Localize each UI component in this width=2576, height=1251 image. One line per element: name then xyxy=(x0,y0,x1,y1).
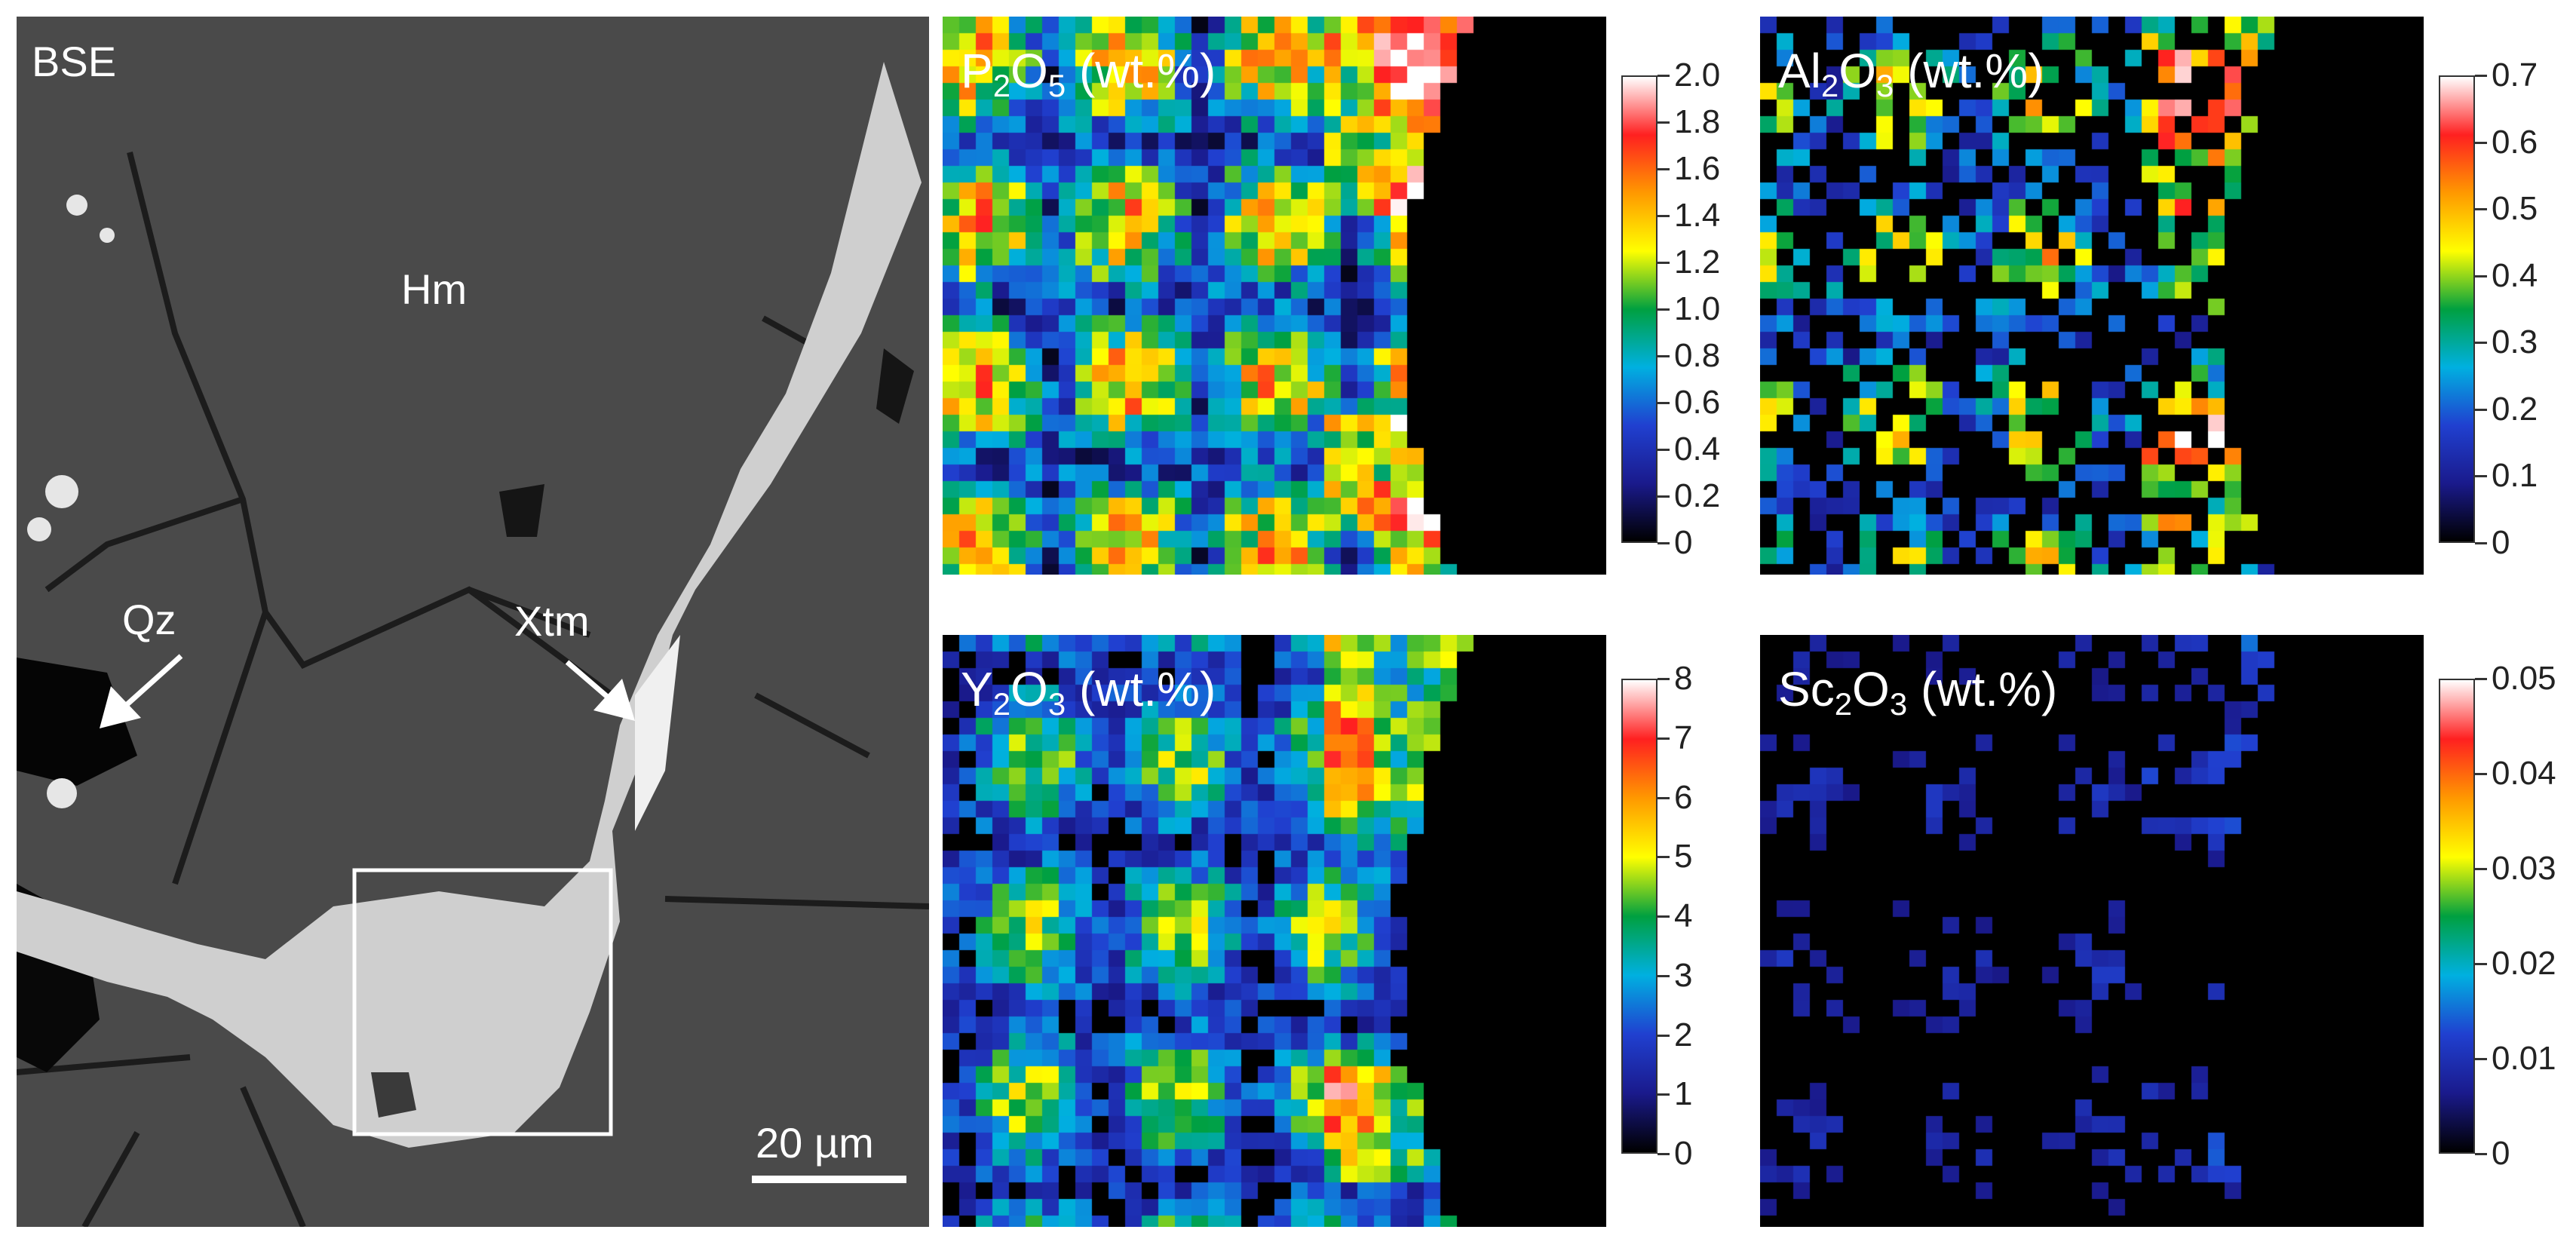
quartz-label: Qz xyxy=(122,596,176,643)
p2o5-colorbar-tick-mark xyxy=(1658,262,1670,264)
p2o5-colorbar: 2.0 1.8 1.6 1.4 1.2 1.0 0.8 0.6 0.4 0.2 0 xyxy=(1621,60,1734,588)
p2o5-colorbar-tick-mark xyxy=(1658,215,1670,217)
y2o3-colorbar-tick-mark xyxy=(1658,796,1670,799)
y2o3-colorbar: 8 7 6 5 4 3 2 1 0 xyxy=(1621,664,1734,1207)
al2o3-colorbar-tick-label: 0.1 xyxy=(2492,457,2538,495)
sc2o3-title: Sc2O3 (wt.%) xyxy=(1778,662,2058,722)
p2o5-colorbar-tick-label: 2.0 xyxy=(1674,60,1721,94)
p2o5-colorbar-tick-label: 0.4 xyxy=(1674,431,1721,468)
sc2o3-colorbar-tick-mark xyxy=(2475,1153,2487,1155)
xenotime-label: Xtm xyxy=(514,597,590,645)
al2o3-heatmap xyxy=(1760,17,2424,575)
y2o3-colorbar-tick-label: 0 xyxy=(1674,1135,1693,1172)
p2o5-colorbar-tick-mark xyxy=(1658,449,1670,451)
p2o5-colorbar-tick-mark xyxy=(1658,168,1670,170)
al2o3-colorbar-tick-mark xyxy=(2475,75,2487,77)
y2o3-title: Y2O3 (wt.%) xyxy=(961,662,1216,722)
p2o5-colorbar-tick-label: 1.8 xyxy=(1674,103,1721,140)
al2o3-colorbar: 0.7 0.6 0.5 0.4 0.3 0.2 0.1 0 xyxy=(2439,60,2567,588)
al2o3-colorbar-tick-mark xyxy=(2475,408,2487,411)
p2o5-colorbar-tick-mark xyxy=(1658,542,1670,544)
p2o5-colorbar-tick-mark xyxy=(1658,75,1670,77)
p2o5-colorbar-tick-label: 1.4 xyxy=(1674,197,1721,234)
al2o3-colorbar-tick-label: 0.4 xyxy=(2492,256,2538,294)
al2o3-colorbar-tick-label: 0 xyxy=(2492,524,2510,561)
al2o3-colorbar-gradient xyxy=(2439,75,2475,543)
sc2o3-colorbar-gradient xyxy=(2439,679,2475,1154)
al2o3-colorbar-tick-label: 0.6 xyxy=(2492,123,2538,161)
sc2o3-colorbar-tick-mark xyxy=(2475,868,2487,870)
al2o3-colorbar-tick-mark xyxy=(2475,342,2487,345)
sc2o3-colorbar-tick-mark xyxy=(2475,963,2487,965)
y2o3-colorbar-tick-mark xyxy=(1658,678,1670,680)
y2o3-colorbar-tick-label: 6 xyxy=(1674,778,1693,816)
p2o5-colorbar-tick-label: 0.8 xyxy=(1674,337,1721,374)
sc2o3-colorbar-tick-label: 0.02 xyxy=(2492,945,2556,982)
sc2o3-colorbar-tick-mark xyxy=(2475,1058,2487,1060)
al2o3-colorbar-tick-mark xyxy=(2475,475,2487,478)
y2o3-heatmap xyxy=(943,635,1606,1227)
y2o3-colorbar-tick-label: 4 xyxy=(1674,897,1693,934)
sc2o3-colorbar-tick-label: 0 xyxy=(2492,1135,2510,1172)
p2o5-colorbar-tick-label: 0.2 xyxy=(1674,477,1721,514)
sc2o3-colorbar: 0.05 0.04 0.03 0.02 0.01 0 xyxy=(2439,664,2574,1207)
p2o5-map: P2O5 (wt.%) xyxy=(943,17,1606,575)
y2o3-colorbar-tick-mark xyxy=(1658,974,1670,977)
p2o5-title: P2O5 (wt.%) xyxy=(961,44,1216,103)
p2o5-colorbar-tick-label: 0.6 xyxy=(1674,384,1721,421)
sc2o3-colorbar-tick-label: 0.03 xyxy=(2492,850,2556,887)
bse-label: BSE xyxy=(32,38,117,85)
y2o3-colorbar-gradient xyxy=(1621,679,1658,1154)
y2o3-colorbar-tick-label: 3 xyxy=(1674,956,1693,994)
y2o3-map: Y2O3 (wt.%) xyxy=(943,635,1606,1227)
p2o5-colorbar-tick-mark xyxy=(1658,308,1670,311)
p2o5-colorbar-tick-label: 0 xyxy=(1674,524,1693,561)
sc2o3-colorbar-tick-label: 0.01 xyxy=(2492,1040,2556,1077)
al2o3-colorbar-tick-mark xyxy=(2475,274,2487,277)
scale-bar-label: 20 µm xyxy=(756,1119,874,1167)
y2o3-colorbar-tick-label: 2 xyxy=(1674,1016,1693,1053)
p2o5-colorbar-tick-mark xyxy=(1658,121,1670,124)
y2o3-colorbar-tick-label: 5 xyxy=(1674,838,1693,875)
al2o3-colorbar-tick-label: 0.3 xyxy=(2492,323,2538,361)
p2o5-colorbar-tick-label: 1.6 xyxy=(1674,150,1721,187)
al2o3-colorbar-tick-label: 0.2 xyxy=(2492,390,2538,428)
al2o3-colorbar-tick-mark xyxy=(2475,141,2487,144)
p2o5-colorbar-tick-mark xyxy=(1658,355,1670,357)
y2o3-colorbar-tick-label: 1 xyxy=(1674,1075,1693,1113)
al2o3-colorbar-tick-label: 0.5 xyxy=(2492,190,2538,228)
p2o5-colorbar-tick-mark xyxy=(1658,495,1670,498)
sc2o3-map: Sc2O3 (wt.%) xyxy=(1760,635,2424,1227)
sc2o3-colorbar-tick-mark xyxy=(2475,678,2487,680)
p2o5-colorbar-tick-label: 1.2 xyxy=(1674,244,1721,281)
p2o5-heatmap xyxy=(943,17,1606,575)
bse-panel: BSE Hm Qz Xtm 20 µm xyxy=(17,17,929,1227)
y2o3-colorbar-tick-label: 7 xyxy=(1674,719,1693,756)
y2o3-colorbar-tick-label: 8 xyxy=(1674,664,1693,697)
y2o3-colorbar-tick-mark xyxy=(1658,1153,1670,1155)
y2o3-colorbar-tick-mark xyxy=(1658,737,1670,740)
sc2o3-colorbar-tick-label: 0.04 xyxy=(2492,755,2556,792)
y2o3-colorbar-tick-mark xyxy=(1658,856,1670,859)
bse-image xyxy=(17,62,929,1227)
hematite-label: Hm xyxy=(401,265,468,313)
al2o3-colorbar-tick-mark xyxy=(2475,208,2487,211)
al2o3-colorbar-tick-mark xyxy=(2475,542,2487,544)
al2o3-title: Al2O3 (wt.%) xyxy=(1778,44,2044,103)
p2o5-colorbar-tick-label: 1.0 xyxy=(1674,290,1721,327)
sc2o3-colorbar-tick-label: 0.05 xyxy=(2492,664,2556,697)
y2o3-colorbar-tick-mark xyxy=(1658,915,1670,918)
p2o5-colorbar-gradient xyxy=(1621,75,1658,543)
y2o3-colorbar-tick-mark xyxy=(1658,1034,1670,1037)
p2o5-colorbar-tick-mark xyxy=(1658,402,1670,404)
al2o3-colorbar-tick-label: 0.7 xyxy=(2492,60,2538,94)
al2o3-map: Al2O3 (wt.%) xyxy=(1760,17,2424,575)
y2o3-colorbar-tick-mark xyxy=(1658,1093,1670,1096)
sc2o3-colorbar-tick-mark xyxy=(2475,773,2487,775)
sc2o3-heatmap xyxy=(1760,635,2424,1227)
